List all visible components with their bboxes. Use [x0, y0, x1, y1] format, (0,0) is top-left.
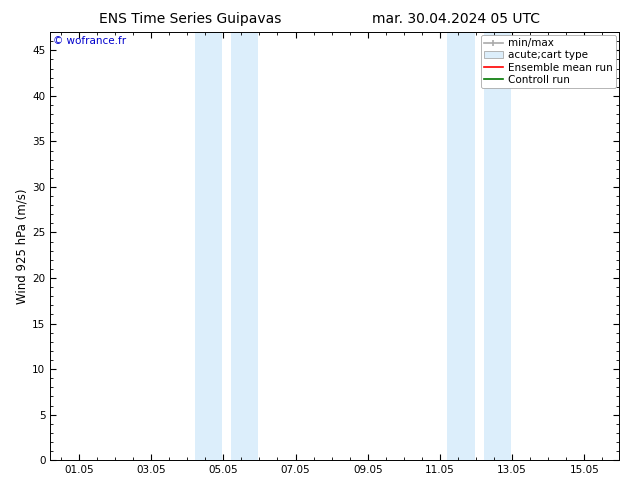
Y-axis label: Wind 925 hPa (m/s): Wind 925 hPa (m/s) [15, 188, 28, 304]
Text: mar. 30.04.2024 05 UTC: mar. 30.04.2024 05 UTC [373, 12, 540, 26]
Bar [484, 32, 510, 460]
Bar [195, 32, 222, 460]
Text: ENS Time Series Guipavas: ENS Time Series Guipavas [99, 12, 281, 26]
Legend: min/max, acute;cart type, Ensemble mean run, Controll run: min/max, acute;cart type, Ensemble mean … [481, 35, 616, 88]
Bar [231, 32, 258, 460]
Bar [448, 32, 475, 460]
Text: © wofrance.fr: © wofrance.fr [53, 36, 126, 47]
